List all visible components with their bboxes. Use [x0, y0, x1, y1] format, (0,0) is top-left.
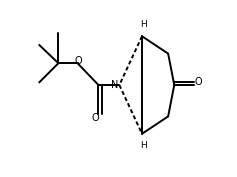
Text: N: N [111, 80, 119, 90]
Text: H: H [140, 141, 147, 150]
Text: O: O [91, 113, 99, 123]
Text: O: O [75, 56, 82, 66]
Text: O: O [195, 77, 202, 87]
Text: H: H [140, 20, 147, 29]
